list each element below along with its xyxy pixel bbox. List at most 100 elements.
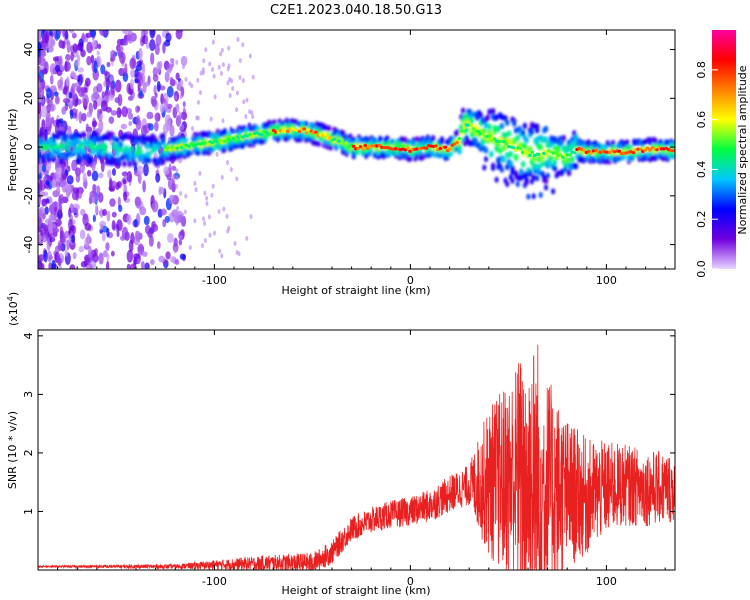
noise-speck: [221, 62, 225, 68]
noise-speck: [248, 109, 252, 115]
noise-speck: [249, 214, 253, 220]
noise-speck: [159, 103, 165, 113]
ridge-cell: [655, 148, 659, 152]
ridge-cell: [377, 143, 382, 147]
noise-speck: [43, 249, 48, 263]
ridge-cell: [424, 146, 429, 150]
band-cell: [161, 132, 166, 139]
noise-speck: [199, 90, 203, 96]
ridge-cell: [363, 143, 368, 148]
band-cell: [222, 128, 228, 135]
band-cell: [289, 117, 295, 125]
band-cell: [467, 140, 473, 147]
y-tick-label: 1: [22, 508, 35, 515]
band-cell: [109, 159, 115, 166]
band-cell: [415, 136, 420, 143]
noise-speck: [143, 163, 149, 177]
band-cell: [457, 144, 462, 151]
noise-speck: [105, 260, 110, 269]
band-cell: [478, 112, 483, 119]
noise-speck: [138, 47, 143, 60]
noise-speck: [81, 113, 87, 122]
band-cell: [538, 191, 543, 198]
band-cell: [161, 158, 166, 166]
noise-speck: [176, 205, 180, 211]
noise-speck: [129, 263, 136, 269]
noise-speck: [235, 90, 239, 96]
noise-speck: [66, 40, 71, 53]
x-tick-label: -100: [202, 274, 227, 287]
noise-speck: [99, 30, 106, 36]
band-cell: [78, 132, 83, 140]
noise-speck: [182, 101, 186, 108]
band-cell: [153, 138, 159, 145]
noise-speck: [111, 180, 117, 189]
noise-speck: [103, 70, 108, 77]
band-cell: [577, 140, 582, 147]
noise-speck: [134, 78, 139, 84]
band-cell: [328, 144, 334, 151]
band-cell: [206, 145, 212, 152]
band-cell: [487, 108, 492, 115]
band-cell: [658, 139, 663, 146]
noise-speck: [56, 167, 62, 175]
band-cell: [51, 156, 57, 163]
noise-speck: [65, 53, 71, 61]
noise-speck: [126, 214, 132, 225]
noise-speck: [175, 72, 180, 81]
noise-speck: [108, 116, 115, 124]
noise-speck: [156, 80, 161, 93]
spectrogram-frame: [37, 29, 676, 270]
noise-speck: [58, 195, 63, 205]
noise-speck: [91, 40, 97, 48]
band-cell: [316, 140, 321, 147]
noise-speck: [51, 201, 55, 214]
ridge-cell: [631, 150, 636, 155]
band-cell: [610, 139, 616, 147]
noise-speck: [241, 42, 245, 48]
noise-speck: [80, 208, 86, 216]
noise-speck: [149, 259, 155, 265]
noise-speck: [130, 232, 135, 245]
band-cell: [490, 107, 496, 115]
band-cell: [90, 149, 95, 156]
band-cell: [127, 160, 132, 168]
noise-speck: [42, 222, 47, 231]
band-cell: [540, 160, 545, 168]
spectrogram-panel: -100 0 100 -40 -20 0 20 40 Height of straight …: [6, 29, 676, 297]
ridge-cell: [271, 128, 276, 132]
noise-speck: [162, 218, 167, 228]
noise-speck: [228, 77, 232, 83]
noise-speck: [170, 58, 175, 64]
ridge-cell: [361, 147, 365, 151]
band-cell: [566, 156, 572, 164]
noise-speck: [181, 64, 185, 70]
band-cell: [497, 147, 503, 155]
noise-speck: [48, 221, 53, 234]
noise-speck: [158, 186, 165, 195]
band-cell: [88, 156, 94, 164]
band-cell: [496, 125, 501, 133]
noise-speck: [111, 211, 117, 218]
band-cell: [64, 133, 69, 140]
noise-speck: [40, 47, 46, 58]
snr-y-ticks: 1 2 3 4: [22, 332, 675, 515]
noise-speck: [174, 213, 178, 219]
band-cell: [76, 156, 81, 164]
noise-speck: [54, 64, 61, 73]
band-cell: [662, 155, 667, 162]
noise-speck: [136, 60, 143, 67]
noise-speck: [77, 67, 85, 73]
band-cell: [573, 163, 579, 170]
noise-speck: [188, 245, 192, 251]
noise-speck: [162, 123, 169, 134]
ridge-cell: [314, 130, 318, 134]
noise-speck: [86, 169, 92, 177]
noise-speck: [193, 180, 197, 186]
band-cell: [505, 181, 510, 188]
noise-speck: [170, 256, 177, 263]
noise-speck: [137, 105, 141, 112]
noise-speck: [72, 92, 78, 100]
noise-speck: [68, 92, 73, 99]
ridge-cell: [554, 151, 558, 155]
